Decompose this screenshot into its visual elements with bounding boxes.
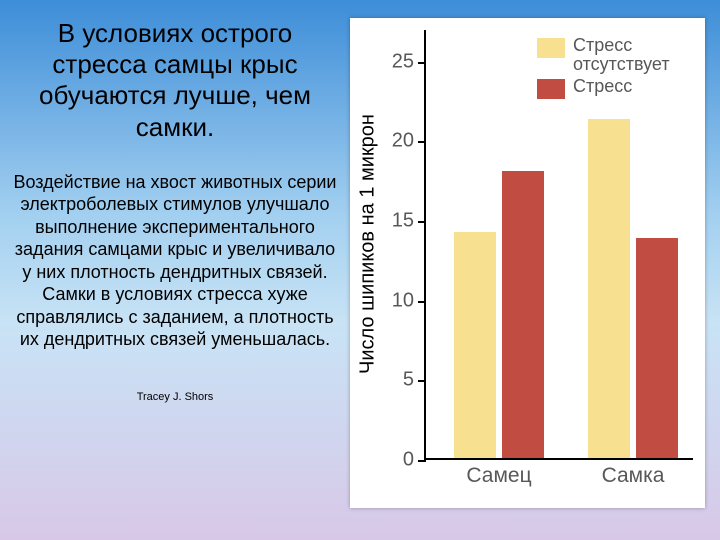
slide-title: В условиях острого стресса самцы крыс об… [10, 18, 340, 143]
text-column: В условиях острого стресса самцы крыс об… [0, 0, 350, 540]
y-tick-label: 15 [392, 210, 426, 233]
bar-no-stress-1 [588, 119, 630, 458]
y-tick-label: 10 [392, 289, 426, 312]
legend-label: Стресс [573, 77, 632, 96]
chart-frame: Число шипиков на 1 микрон 0 5 10 15 20 25 Саме… [350, 18, 705, 508]
x-group-label: Самка [588, 458, 678, 488]
x-group-label: Самец [454, 458, 544, 488]
bar-no-stress-0 [454, 232, 496, 458]
attribution: Tracey J. Shors [10, 391, 340, 403]
y-tick-label: 0 [403, 449, 426, 472]
legend-swatch [537, 38, 565, 58]
bar-stress-0 [502, 171, 544, 458]
legend-swatch [537, 79, 565, 99]
bar-stress-1 [636, 238, 678, 458]
y-tick-label: 5 [403, 369, 426, 392]
slide-body: Воздействие на хвост животных серии элек… [10, 171, 340, 351]
chart-column: Число шипиков на 1 микрон 0 5 10 15 20 25 Саме… [350, 0, 720, 540]
legend-item-stress: Стресс [537, 77, 683, 99]
legend-item-no-stress: Стресс отсутствует [537, 36, 683, 75]
plot-area: Число шипиков на 1 микрон 0510152025Саме… [424, 30, 693, 460]
y-axis-label: Число шипиков на 1 микрон [357, 114, 380, 374]
y-tick-label: 20 [392, 130, 426, 153]
legend-label: Стресс отсутствует [573, 36, 683, 75]
y-tick-label: 25 [392, 50, 426, 73]
legend: Стресс отсутствует Стресс [537, 36, 683, 101]
